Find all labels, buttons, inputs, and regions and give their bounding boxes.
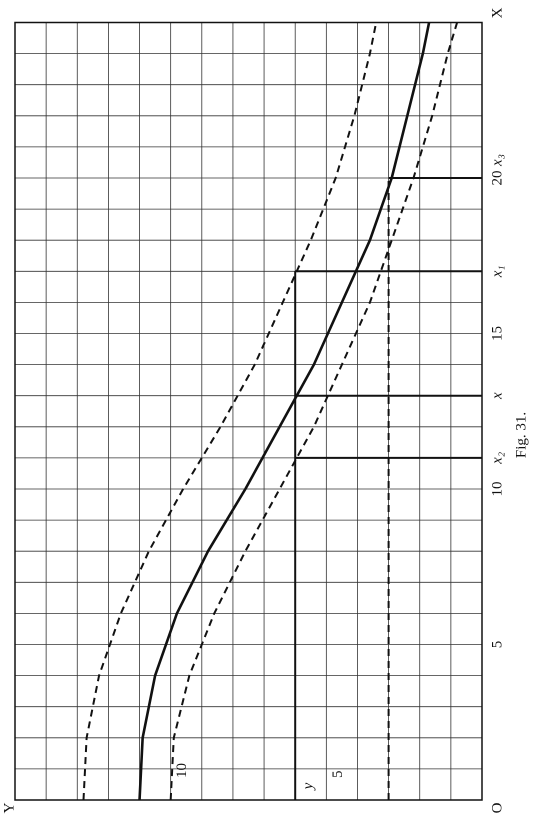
reference-label: x₂ <box>489 452 505 465</box>
reference-label: x <box>489 392 505 400</box>
y-tick-label: 5 <box>330 771 346 779</box>
reference-label: x₁ <box>489 265 505 278</box>
x-tick-label: 10 <box>489 482 505 497</box>
y-axis-label: Y <box>1 802 17 813</box>
curve <box>82 22 378 801</box>
reference-label: y <box>301 782 317 791</box>
y-tick-label: 10 <box>174 763 190 778</box>
caption: Fig. 31. <box>513 412 529 458</box>
x-tick-label: 20 <box>489 171 505 186</box>
x-axis-label: X <box>489 7 505 18</box>
plot-frame <box>14 21 483 801</box>
curve <box>169 22 459 801</box>
curve <box>138 22 431 801</box>
x-tick-label: 5 <box>489 641 505 649</box>
origin-label: O <box>489 802 505 813</box>
rotated-plot: Fig. 31. O X Y 5 10 15 20 5 10 y x₂ x x₁ x₃ <box>1 7 529 813</box>
reference-label: x₃ <box>489 154 505 167</box>
x-tick-label: 15 <box>489 326 505 341</box>
